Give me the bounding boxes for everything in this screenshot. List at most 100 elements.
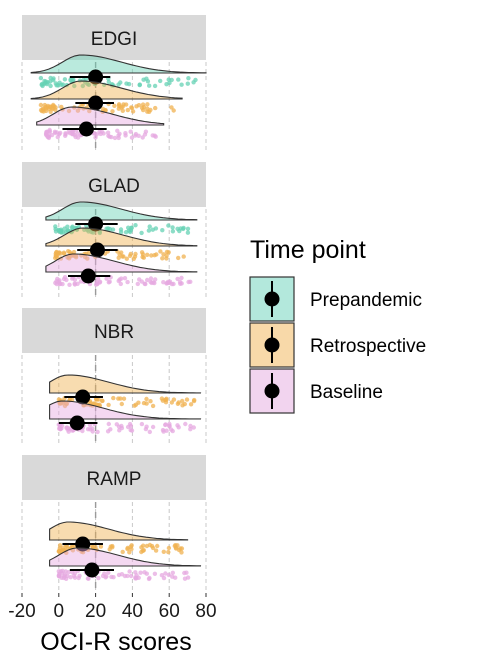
rain-point bbox=[147, 224, 152, 229]
mean-point bbox=[88, 69, 104, 85]
rain-point bbox=[127, 569, 132, 574]
density-cloud bbox=[49, 374, 202, 394]
x-tick-label: 80 bbox=[195, 601, 216, 622]
rain-point bbox=[42, 78, 47, 84]
rain-point bbox=[116, 396, 121, 401]
rain-point bbox=[164, 253, 169, 258]
rain-point bbox=[147, 83, 152, 88]
facet-panels: EDGI GLAD NBR RAMP bbox=[21, 15, 207, 590]
rain-point bbox=[163, 571, 168, 576]
rain-point bbox=[153, 105, 158, 111]
rain-point bbox=[105, 130, 111, 135]
rain-point bbox=[116, 255, 121, 260]
rain-point bbox=[129, 428, 135, 433]
rain-point bbox=[128, 129, 133, 134]
rain-point bbox=[175, 401, 181, 406]
facet-strip bbox=[22, 162, 206, 207]
rain-point bbox=[127, 229, 133, 235]
rain-point bbox=[166, 549, 171, 555]
rain-point bbox=[149, 253, 154, 258]
rain-point bbox=[120, 549, 125, 555]
rain-point bbox=[87, 108, 92, 114]
rain-point bbox=[145, 277, 150, 283]
rain-point bbox=[110, 227, 116, 232]
rain-point bbox=[130, 109, 136, 114]
mean-point bbox=[78, 121, 94, 137]
rain-point bbox=[39, 81, 45, 87]
rain-point bbox=[111, 395, 116, 401]
rain-point bbox=[85, 256, 90, 261]
rain-point bbox=[184, 397, 190, 402]
rain-point bbox=[134, 104, 139, 109]
rain-point bbox=[116, 103, 122, 108]
rain-point bbox=[124, 256, 129, 261]
rain-point bbox=[112, 135, 118, 141]
mean-point bbox=[89, 242, 105, 258]
rain-point bbox=[98, 131, 103, 137]
rain-point bbox=[80, 83, 86, 89]
rain-point bbox=[38, 102, 44, 108]
legend-key-prepandemic: Prepandemic bbox=[249, 276, 422, 322]
rain-point bbox=[129, 105, 134, 110]
rain-point bbox=[122, 573, 128, 579]
mean-point bbox=[88, 216, 104, 232]
rain-point bbox=[188, 427, 193, 432]
rain-point bbox=[67, 282, 72, 287]
rain-point bbox=[106, 402, 111, 408]
rain-point bbox=[148, 399, 153, 404]
facet-strip bbox=[22, 308, 206, 353]
rain-point bbox=[73, 134, 78, 140]
rain-point bbox=[48, 83, 53, 89]
rain-point bbox=[150, 545, 156, 551]
rain-point bbox=[160, 228, 165, 233]
rain-point bbox=[57, 543, 63, 548]
rain-point bbox=[138, 570, 143, 575]
rain-point bbox=[121, 254, 126, 259]
rain-point bbox=[185, 575, 191, 580]
legend-label: Retrospective bbox=[310, 336, 426, 357]
rain-point bbox=[58, 251, 63, 256]
raincloud-baseline bbox=[36, 106, 165, 141]
rain-point bbox=[139, 549, 144, 555]
rain-point bbox=[124, 81, 129, 86]
rain-point bbox=[66, 249, 71, 254]
rain-point bbox=[161, 429, 166, 434]
rain-point bbox=[80, 428, 85, 434]
raincloud-baseline bbox=[45, 253, 198, 287]
rain-point bbox=[77, 573, 82, 578]
rain-point bbox=[104, 226, 109, 231]
rain-point bbox=[125, 107, 130, 113]
rain-point bbox=[164, 82, 169, 87]
rain-point bbox=[48, 109, 53, 115]
rain-point bbox=[106, 280, 112, 285]
rain-point bbox=[98, 544, 104, 549]
rain-point bbox=[146, 228, 152, 233]
rain-point bbox=[169, 427, 174, 432]
density-cloud bbox=[45, 201, 198, 221]
rain-point bbox=[75, 281, 80, 286]
x-tick-label: 20 bbox=[85, 601, 106, 622]
rain-point bbox=[60, 545, 66, 550]
rain-point bbox=[173, 575, 178, 580]
rain-point bbox=[166, 545, 172, 551]
raincloud-prepandemic bbox=[45, 201, 198, 236]
rain-point bbox=[59, 426, 64, 431]
rain-point bbox=[182, 570, 187, 576]
rain-point bbox=[186, 76, 191, 81]
rain-point bbox=[99, 398, 105, 403]
rain-point bbox=[123, 102, 129, 107]
rain-point bbox=[176, 425, 181, 430]
rain-point bbox=[169, 77, 174, 83]
rain-point bbox=[97, 402, 102, 407]
rain-point bbox=[117, 277, 122, 282]
rain-point bbox=[112, 103, 117, 109]
rain-point bbox=[181, 225, 186, 231]
rain-point bbox=[185, 230, 191, 235]
legend-mean-glyph bbox=[264, 337, 280, 353]
rain-point bbox=[51, 76, 56, 81]
rain-point bbox=[68, 575, 73, 580]
rain-point bbox=[129, 543, 134, 548]
rain-point bbox=[141, 255, 146, 260]
facet-strip-label: NBR bbox=[94, 322, 134, 343]
rain-point bbox=[164, 397, 169, 402]
